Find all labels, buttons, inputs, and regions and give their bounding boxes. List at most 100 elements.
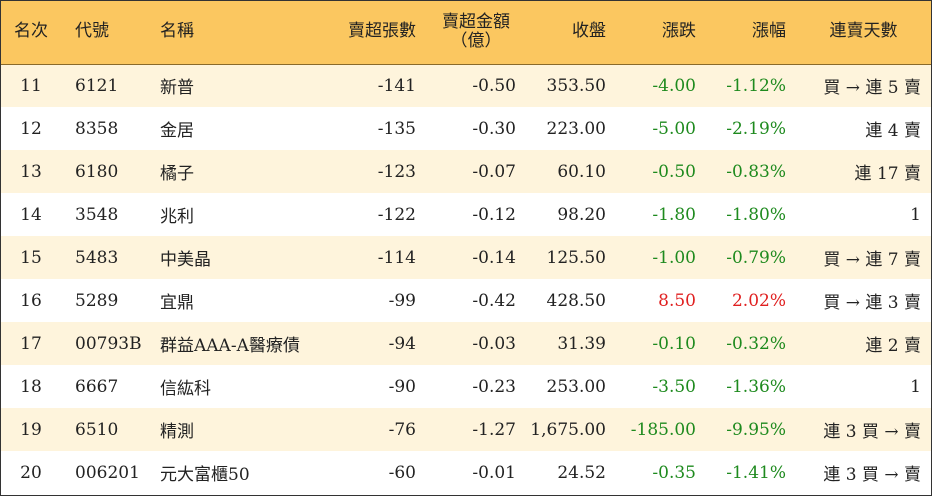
- table-row[interactable]: 13 6180 橘子 -123 -0.07 60.10 -0.50 -0.83% 連 17 賣: [1, 150, 931, 193]
- cell-code: 6667: [75, 376, 119, 397]
- table-row[interactable]: 12 8358 金居 -135 -0.30 223.00 -5.00 -2.19% 連 4 賣: [1, 107, 931, 150]
- table-row[interactable]: 17 00793B 群益AAA-A醫療債 -94 -0.03 31.39 -0.10 -0.3…: [1, 322, 931, 365]
- header-sell-amount-line2: （億）: [450, 31, 502, 52]
- cell-streak: 連 3 買 → 賣: [823, 422, 921, 442]
- header-rank[interactable]: 名次: [1, 1, 61, 65]
- cell-sell-amount: -0.03: [472, 333, 516, 354]
- table-row[interactable]: 16 5289 宜鼎 -99 -0.42 428.50 8.50 2.02% 買 → 連 3 賣: [1, 279, 931, 322]
- cell-pct: -0.79%: [726, 247, 786, 268]
- cell-name: 兆利: [160, 207, 194, 227]
- cell-sell-lots: -76: [388, 419, 416, 440]
- header-streak[interactable]: 連賣天數: [796, 1, 931, 65]
- cell-rank: 16: [20, 290, 42, 311]
- cell-name: 中美晶: [160, 250, 211, 270]
- cell-sell-lots: -123: [377, 161, 416, 182]
- cell-close: 24.52: [557, 462, 606, 483]
- cell-close: 428.50: [546, 290, 606, 311]
- cell-code: 3548: [75, 204, 119, 225]
- header-close[interactable]: 收盤: [526, 1, 616, 65]
- cell-code: 5289: [75, 290, 119, 311]
- cell-sell-amount: -0.42: [472, 290, 516, 311]
- cell-name: 橘子: [160, 164, 194, 184]
- cell-sell-lots: -94: [388, 333, 416, 354]
- cell-code: 006201: [75, 462, 140, 483]
- header-sell-lots[interactable]: 賣超張數: [316, 1, 426, 65]
- cell-streak: 買 → 連 7 賣: [823, 250, 921, 270]
- cell-name: 信紘科: [160, 379, 211, 399]
- cell-pct: 2.02%: [731, 290, 786, 311]
- header-sell-amount-line1: 賣超金額: [442, 11, 510, 32]
- cell-name: 精測: [160, 422, 194, 442]
- cell-close: 253.00: [546, 376, 606, 397]
- cell-sell-lots: -141: [377, 75, 416, 96]
- cell-pct: -1.41%: [726, 462, 786, 483]
- cell-sell-lots: -99: [388, 290, 416, 311]
- cell-close: 98.20: [557, 204, 606, 225]
- cell-change: -1.80: [652, 204, 696, 225]
- cell-change: -5.00: [652, 118, 696, 139]
- cell-streak: 連 2 賣: [865, 336, 921, 356]
- cell-streak: 連 3 買 → 賣: [823, 465, 921, 485]
- cell-change: -3.50: [652, 376, 696, 397]
- cell-rank: 18: [20, 376, 42, 397]
- header-pct[interactable]: 漲幅: [706, 1, 796, 65]
- cell-name: 群益AAA-A醫療債: [160, 336, 300, 356]
- cell-pct: -0.32%: [726, 333, 786, 354]
- cell-change: -0.35: [652, 462, 696, 483]
- table-row[interactable]: 15 5483 中美晶 -114 -0.14 125.50 -1.00 -0.79% 買 → 連…: [1, 236, 931, 279]
- cell-pct: -9.95%: [726, 419, 786, 440]
- cell-change: -0.50: [652, 161, 696, 182]
- header-code[interactable]: 代號: [61, 1, 146, 65]
- cell-close: 353.50: [546, 75, 606, 96]
- cell-sell-lots: -90: [388, 376, 416, 397]
- cell-change: -0.10: [652, 333, 696, 354]
- cell-streak: 1: [910, 204, 921, 225]
- cell-sell-amount: -0.50: [472, 75, 516, 96]
- cell-sell-lots: -122: [377, 204, 416, 225]
- cell-change: -4.00: [652, 75, 696, 96]
- cell-sell-amount: -0.14: [472, 247, 516, 268]
- table-row[interactable]: 11 6121 新普 -141 -0.50 353.50 -4.00 -1.12% 買 → 連 …: [1, 64, 931, 107]
- cell-name: 新普: [160, 78, 194, 99]
- cell-code: 8358: [75, 118, 119, 139]
- table-header-row: 名次 代號 名稱 賣超張數 賣超金額 （億） 收盤 漲跌 漲幅 連賣天數: [1, 1, 931, 65]
- cell-streak: 連 17 賣: [854, 164, 921, 184]
- header-sell-amount[interactable]: 賣超金額 （億）: [426, 1, 526, 65]
- header-name[interactable]: 名稱: [146, 1, 316, 65]
- table-body: 11 6121 新普 -141 -0.50 353.50 -4.00 -1.12% 買 → 連 …: [1, 64, 931, 494]
- cell-code: 00793B: [75, 333, 142, 354]
- cell-name: 宜鼎: [160, 293, 194, 313]
- cell-sell-amount: -0.07: [472, 161, 516, 182]
- cell-rank: 17: [20, 333, 42, 354]
- cell-streak: 連 4 賣: [865, 121, 921, 141]
- cell-close: 60.10: [557, 161, 606, 182]
- cell-sell-lots: -114: [377, 247, 416, 268]
- cell-pct: -2.19%: [726, 118, 786, 139]
- cell-pct: -0.83%: [726, 161, 786, 182]
- table-row[interactable]: 19 6510 精測 -76 -1.27 1,675.00 -185.00 -9.95% 連 3…: [1, 408, 931, 451]
- cell-rank: 15: [20, 247, 42, 268]
- cell-sell-amount: -0.12: [472, 204, 516, 225]
- cell-close: 125.50: [546, 247, 606, 268]
- cell-rank: 13: [20, 161, 42, 182]
- cell-code: 5483: [75, 247, 119, 268]
- cell-streak: 買 → 連 5 賣: [823, 78, 921, 99]
- cell-pct: -1.12%: [726, 75, 786, 96]
- cell-rank: 14: [20, 204, 42, 225]
- cell-name: 元大富櫃50: [160, 465, 250, 485]
- cell-pct: -1.80%: [726, 204, 786, 225]
- cell-close: 31.39: [557, 333, 606, 354]
- cell-sell-lots: -60: [388, 462, 416, 483]
- cell-pct: -1.36%: [726, 376, 786, 397]
- cell-code: 6180: [75, 161, 119, 182]
- table-row[interactable]: 18 6667 信紘科 -90 -0.23 253.00 -3.50 -1.36% 1: [1, 365, 931, 408]
- table-row[interactable]: 20 006201 元大富櫃50 -60 -0.01 24.52 -0.35 -1.41% 連 …: [1, 451, 931, 494]
- header-change[interactable]: 漲跌: [616, 1, 706, 65]
- cell-rank: 19: [20, 419, 42, 440]
- cell-change: 8.50: [658, 290, 696, 311]
- cell-close: 223.00: [546, 118, 606, 139]
- cell-sell-amount: -1.27: [472, 419, 516, 440]
- table-row[interactable]: 14 3548 兆利 -122 -0.12 98.20 -1.80 -1.80% 1: [1, 193, 931, 236]
